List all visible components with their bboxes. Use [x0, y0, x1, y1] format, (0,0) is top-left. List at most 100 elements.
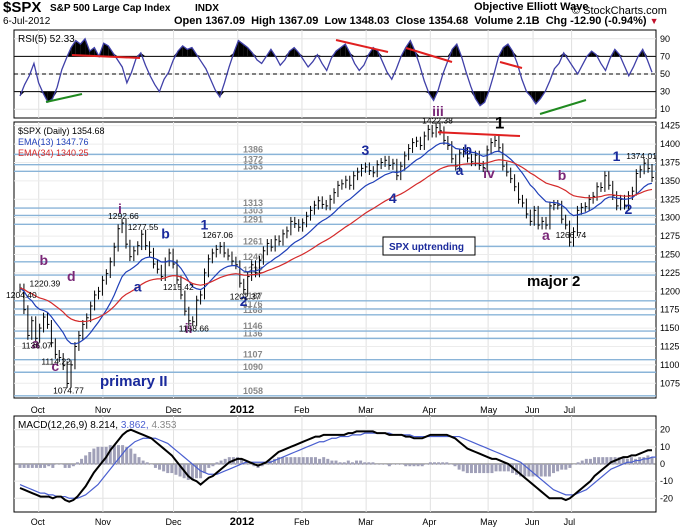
- macd-histogram-bar: [252, 464, 256, 467]
- macd-histogram-bar: [625, 458, 629, 465]
- macd-histogram-bar: [367, 462, 371, 465]
- macd-histogram-bar: [174, 464, 178, 475]
- rsi-divergence-line: [499, 61, 523, 69]
- major-wave-label: major 2: [527, 273, 580, 290]
- macd-histogram-bar: [539, 464, 543, 477]
- ohlc-bar: Open 1367.09 High 1367.09 Low 1348.03 Cl…: [174, 15, 659, 27]
- macd-histogram-bar: [535, 464, 539, 477]
- price-label: 1374.01: [626, 151, 657, 161]
- price-level-label: 1313: [243, 198, 263, 208]
- price-label: 1074.77: [53, 385, 84, 395]
- macd-histogram-bar: [437, 462, 441, 465]
- close-label: Close: [395, 15, 426, 27]
- price-tick-label: 1300: [660, 213, 680, 223]
- macd-histogram-bar: [416, 464, 420, 467]
- x-tick-label: Feb: [294, 405, 310, 415]
- macd-histogram-bar: [186, 464, 190, 480]
- macd-legend: MACD(12,26,9) 8.214, 3.862, 4.353: [18, 420, 177, 431]
- price-tick-label: 1175: [660, 305, 679, 315]
- price-level-label: 1187: [243, 291, 263, 301]
- macd-histogram-bar: [420, 464, 424, 467]
- macd-histogram-bar: [125, 446, 129, 465]
- price-level-label: 1303: [243, 205, 263, 215]
- macd-line: [19, 428, 652, 503]
- x-tick-label: Jun: [525, 405, 540, 415]
- price-tick-label: 1125: [660, 341, 679, 351]
- price-level-label: 1261: [243, 236, 263, 246]
- macd-histogram-bar: [506, 464, 510, 472]
- price-tick-label: 1200: [660, 286, 680, 296]
- macd-histogram-bar: [424, 464, 428, 465]
- x-tick-label-bottom: Mar: [358, 517, 374, 527]
- macd-histogram-bar: [584, 458, 588, 465]
- macd-histogram-bar: [527, 464, 531, 477]
- price-level-label: 1386: [243, 144, 263, 154]
- macd-histogram-bar: [432, 462, 436, 465]
- macd-histogram-bar: [194, 464, 198, 479]
- macd-histogram-bar: [605, 457, 609, 465]
- price-tick-label: 1400: [660, 139, 680, 149]
- rsi-legend-title: RSI(5): [18, 34, 50, 45]
- rsi-overbought-fill: [331, 51, 336, 57]
- x-tick-label-bottom: 2012: [230, 516, 254, 528]
- rsi-overbought-fill: [289, 47, 295, 57]
- rsi-divergence-line: [335, 39, 389, 53]
- rsi-tick-label: 10: [660, 104, 670, 114]
- macd-histogram-bar: [609, 457, 613, 465]
- macd-histogram-bar: [260, 464, 264, 467]
- macd-histogram-bar: [18, 464, 22, 468]
- macd-histogram-bar: [285, 457, 289, 465]
- price-level-label: 1291: [243, 214, 263, 224]
- rsi-overbought-fill: [71, 40, 76, 57]
- macd-histogram-bar: [375, 464, 379, 465]
- macd-histogram-bar: [272, 458, 276, 465]
- price-label: 1158.66: [179, 324, 209, 334]
- rsi-overbought-fill: [89, 47, 95, 57]
- rsi-panel: 10 30 50 70 90 RSI(5) 52.33: [13, 29, 670, 119]
- wave-label: 1: [495, 114, 504, 133]
- price-tick-label: 1275: [660, 231, 680, 241]
- macd-histogram-bar: [330, 460, 334, 465]
- price-level-label: 1176: [243, 299, 263, 309]
- price-label: 1114.22: [41, 356, 71, 366]
- macd-histogram-bar: [34, 464, 38, 468]
- wave-label: a: [32, 336, 40, 352]
- macd-histogram-bar: [277, 457, 281, 465]
- macd-histogram-bar: [22, 464, 26, 468]
- macd-legend-title: MACD(12,26,9): [18, 420, 90, 431]
- macd-histogram-bar: [305, 457, 309, 465]
- macd-histogram-bar: [629, 457, 633, 465]
- macd-histogram-bar: [634, 458, 638, 465]
- macd-histogram-bar: [588, 458, 592, 465]
- wave-label: ii: [185, 320, 193, 336]
- macd-histogram-bar: [39, 464, 43, 468]
- rsi-oversold-fill: [531, 91, 536, 104]
- macd-legend-v2: 3.862,: [121, 420, 152, 431]
- macd-histogram-bar: [153, 464, 157, 468]
- macd-histogram-bar: [236, 457, 240, 465]
- macd-histogram-bar: [404, 464, 408, 467]
- rsi-oversold-fill: [480, 91, 485, 106]
- copyright-text: © StockCharts.com: [572, 5, 667, 17]
- macd-histogram-bar: [244, 462, 248, 465]
- wave-label: iv: [483, 165, 495, 181]
- macd-histogram-bar: [145, 462, 149, 465]
- volume-label: Volume: [474, 15, 514, 27]
- x-tick-label-bottom: Feb: [294, 517, 310, 527]
- macd-histogram-bar: [96, 446, 100, 465]
- macd-histogram-bar: [617, 457, 621, 465]
- rsi-tick-label: 30: [660, 87, 670, 97]
- wave-label: 3: [361, 142, 369, 158]
- x-tick-label-bottom: Nov: [95, 517, 112, 527]
- macd-histogram-bar: [457, 464, 461, 470]
- macd-histogram-bar: [572, 464, 576, 465]
- x-tick-label: Mar: [358, 405, 374, 415]
- rsi-legend-value: 52.33: [50, 34, 75, 45]
- macd-histogram-bar: [100, 446, 104, 465]
- x-tick-label: Nov: [95, 405, 112, 415]
- rsi-tick-label: 90: [660, 34, 670, 44]
- rsi-oversold-fill: [470, 91, 476, 99]
- macd-histogram-bar: [84, 455, 88, 465]
- low-label: Low: [324, 15, 347, 27]
- rsi-oversold-fill: [535, 91, 541, 104]
